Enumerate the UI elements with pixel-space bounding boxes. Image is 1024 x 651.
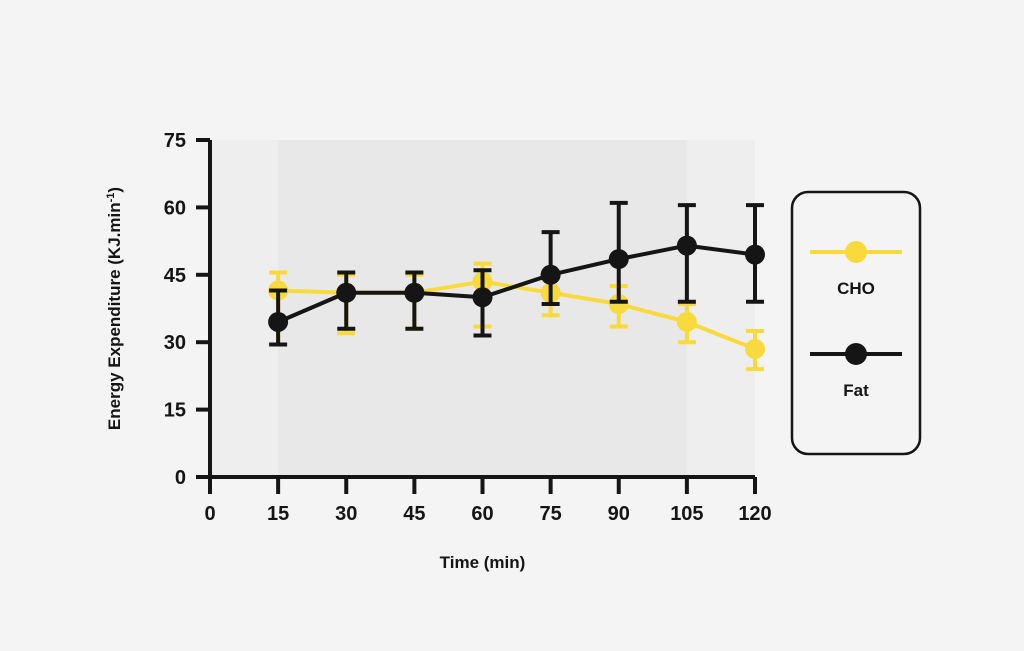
data-series-group: [268, 200, 765, 372]
y-axis-title: Energy Expenditure (KJ.min-1): [105, 187, 124, 430]
series-line: [277, 243, 756, 324]
y-axis-title-text: Energy Expenditure (KJ.min-1): [105, 187, 124, 430]
y-tick-label: 75: [164, 130, 186, 152]
x-axis-ticks: 0 15 30 45 60 75 90 105 120: [204, 477, 772, 525]
y-axis-ticks: 0 15 30 45 60 75: [164, 130, 210, 489]
legend-item-fat[interactable]: Fat: [810, 343, 902, 400]
x-tick-label: 45: [403, 503, 425, 525]
x-tick-label: 60: [471, 503, 493, 525]
legend-marker-swatch: [845, 343, 867, 365]
legend-item-label: CHO: [837, 279, 875, 298]
y-axis-title-superscript: -1: [105, 193, 117, 203]
legend-marker-swatch: [845, 241, 867, 263]
data-point-marker: [745, 244, 765, 265]
data-point-marker: [540, 264, 561, 285]
x-tick-label: 105: [670, 503, 703, 525]
y-tick-label: 15: [164, 400, 186, 422]
y-tick-label: 30: [164, 332, 186, 354]
y-axis-title-main: Energy Expenditure (KJ.min: [105, 202, 124, 430]
x-tick-label: 75: [540, 503, 562, 525]
axis-titles: Time (min) Energy Expenditure (KJ.min-1): [105, 187, 525, 572]
data-point-marker: [608, 249, 629, 270]
y-axis-title-end: ): [105, 187, 124, 193]
x-tick-label: 30: [335, 503, 357, 525]
data-point-marker: [608, 294, 629, 315]
data-point-marker: [404, 282, 425, 303]
y-tick-label: 45: [164, 265, 186, 287]
legend-box: [790, 190, 922, 456]
legend-item-cho[interactable]: CHO: [810, 241, 902, 298]
x-tick-label: 120: [738, 503, 771, 525]
data-point-marker: [676, 311, 697, 332]
x-tick-label: 90: [608, 503, 630, 525]
x-tick-label: 0: [204, 503, 215, 525]
x-tick-label: 15: [267, 503, 289, 525]
data-point-marker: [745, 338, 765, 359]
data-point-marker: [336, 282, 357, 303]
data-point-marker: [472, 287, 493, 308]
legend: CHO Fat: [790, 190, 922, 456]
y-tick-label: 60: [164, 197, 186, 219]
shaded-band-0: [210, 140, 279, 477]
y-tick-label: 0: [175, 467, 186, 489]
data-point-marker: [676, 235, 697, 256]
x-axis-title: Time (min): [440, 553, 526, 572]
legend-item-label: Fat: [843, 381, 869, 400]
shaded-band-2: [686, 140, 755, 477]
data-point-marker: [268, 311, 289, 332]
series-fat: [268, 200, 765, 347]
